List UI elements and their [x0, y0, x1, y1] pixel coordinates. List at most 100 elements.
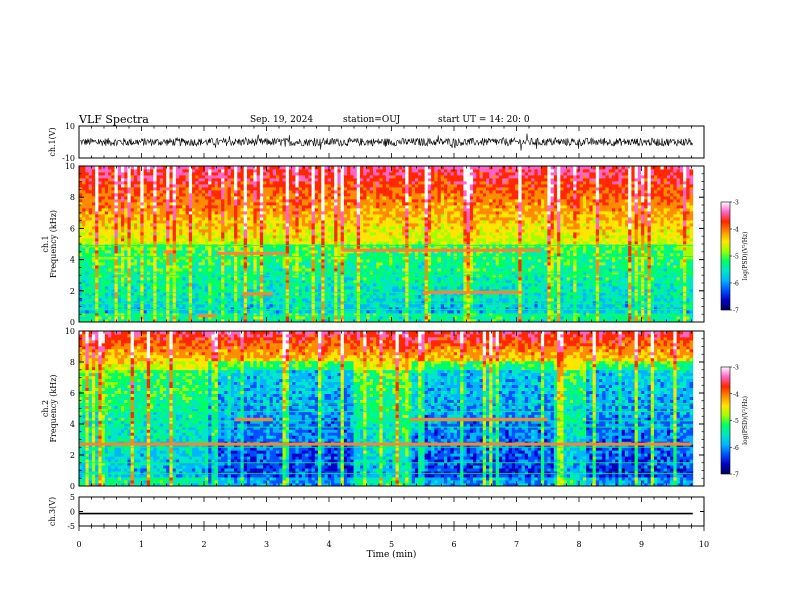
- ch1-spectrogram-cell: [328, 232, 332, 235]
- ch1-spectrogram-cell: [137, 304, 141, 307]
- ch1-spectrogram-cell: [379, 223, 383, 226]
- ch1-spectrogram-cell: [354, 184, 358, 187]
- ch1-spectrogram-cell: [344, 259, 348, 262]
- ch1-spectrogram-cell: [127, 187, 131, 190]
- ch1-spectrogram-cell: [121, 205, 125, 208]
- ch1-spectrogram-cell: [276, 184, 280, 187]
- ch1-spectrogram-cell: [98, 250, 102, 253]
- ch1-spectrogram-cell: [137, 196, 141, 199]
- ch1-spectrogram-cell: [166, 172, 170, 175]
- ch1-spectrogram-cell: [218, 286, 222, 289]
- ch1-spectrogram-cell: [127, 172, 131, 175]
- ch1-spectrogram-cell: [205, 172, 209, 175]
- ch1-spectrogram-cell: [299, 196, 303, 199]
- ch1-spectrogram-cell: [127, 286, 131, 289]
- ch1-spectrogram-cell: [328, 238, 332, 241]
- ch1-spectrogram-cell: [318, 286, 322, 289]
- ch1-spectrogram-cell: [124, 172, 128, 175]
- ch1-spectrogram-cell: [260, 286, 264, 289]
- ch1-spectrogram-cell: [218, 187, 222, 190]
- ch1-spectrogram-cell: [92, 187, 96, 190]
- ch1-spectrogram-cell: [318, 217, 322, 220]
- ch1-spectrogram-cell: [195, 301, 199, 304]
- ch1-spectrogram-cell: [166, 232, 170, 235]
- ch1-spectrogram-cell: [247, 277, 251, 280]
- ch1-spectrogram-cell: [182, 223, 186, 226]
- ch1-spectrogram-cell: [231, 187, 235, 190]
- ch1-spectrogram-cell: [373, 208, 377, 211]
- ch1-spectrogram-cell: [308, 211, 312, 214]
- ch1-spectrogram-cell: [105, 283, 109, 286]
- ch1-spectrogram-cell: [273, 211, 277, 214]
- ch1-spectrogram-cell: [334, 247, 338, 250]
- ch1-spectrogram-cell: [182, 271, 186, 274]
- ch1-spectrogram-cell: [276, 316, 280, 319]
- ch1-spectrogram-cell: [350, 283, 354, 286]
- ch1-spectrogram-cell: [218, 175, 222, 178]
- ch1-spectrogram-cell: [305, 262, 309, 265]
- ch1-spectrogram-cell: [244, 217, 248, 220]
- ch1-spectrogram-cell: [295, 178, 299, 181]
- ch1-spectrogram-cell: [82, 211, 86, 214]
- ch1-spectrogram-cell: [173, 187, 177, 190]
- ch1-spectrogram-cell: [105, 175, 109, 178]
- ch1-spectrogram-cell: [341, 199, 345, 202]
- ch1-spectrogram-cell: [134, 187, 138, 190]
- ch1-spectrogram-cell: [118, 283, 122, 286]
- ch1-spectrogram-cell: [195, 184, 199, 187]
- ch1-spectrogram-cell: [241, 193, 245, 196]
- ch1-spectrogram-cell: [354, 277, 358, 280]
- ch1-spectrogram-cell: [169, 193, 173, 196]
- ch1-spectrogram-cell: [260, 190, 264, 193]
- ch1-spectrogram-cell: [321, 301, 325, 304]
- ch1-spectrogram-cell: [328, 259, 332, 262]
- ch1-spectrogram-cell: [318, 304, 322, 307]
- ch1-spectrogram-cell: [292, 199, 296, 202]
- ch1-spectrogram-cell: [192, 265, 196, 268]
- ch1-spectrogram-cell: [370, 310, 374, 313]
- ch1-spectrogram-cell: [337, 238, 341, 241]
- ch1-spectrogram-cell: [82, 283, 86, 286]
- ch1-spectrogram-cell: [295, 286, 299, 289]
- ch1-spectrogram-cell: [102, 196, 106, 199]
- ch1-spectrogram-cell: [102, 190, 106, 193]
- ch1-spectrogram-cell: [95, 277, 99, 280]
- ch1-spectrogram-cell: [279, 268, 283, 271]
- ch1-spectrogram-cell: [147, 205, 151, 208]
- ch1-spectrogram-cell: [208, 262, 212, 265]
- ch1-spectrogram-cell: [373, 259, 377, 262]
- ch1-spectrogram-cell: [79, 232, 83, 235]
- ch1-spectrogram-cell: [344, 208, 348, 211]
- ch1-spectrogram-cell: [305, 301, 309, 304]
- ch1-spectrogram-cell: [276, 193, 280, 196]
- ch1-spectrogram-cell: [131, 220, 135, 223]
- ch1-spectrogram-cell: [373, 166, 377, 169]
- ch1-spectrogram-cell: [179, 196, 183, 199]
- ch1-spectrogram-cell: [169, 238, 173, 241]
- ch1-spectrogram-cell: [231, 181, 235, 184]
- ch1-spectrogram-cell: [221, 217, 225, 220]
- ch1-spectrogram-cell: [360, 301, 364, 304]
- ch1-spectrogram-cell: [312, 217, 316, 220]
- ch1-spectrogram-cell: [325, 175, 329, 178]
- ch1-spectrogram-cell: [286, 205, 290, 208]
- ch1-spectrogram-cell: [215, 211, 219, 214]
- ch1-spectrogram-cell: [157, 253, 161, 256]
- ch1-spectrogram-cell: [173, 259, 177, 262]
- ch1-spectrogram-cell: [337, 262, 341, 265]
- ch1-spectrogram-cell: [237, 184, 241, 187]
- ch1-spectrogram-cell: [253, 223, 257, 226]
- ch1-spectrogram-cell: [144, 169, 148, 172]
- ch1-spectrogram-cell: [111, 214, 115, 217]
- ch1-spectrogram-cell: [160, 301, 164, 304]
- ch1-spectrogram-cell: [176, 283, 180, 286]
- ch1-spectrogram-cell: [289, 253, 293, 256]
- ch1-spectrogram-cell: [92, 232, 96, 235]
- ch1-spectrogram-cell: [273, 220, 277, 223]
- ch1-spectrogram-cell: [331, 283, 335, 286]
- ch1-spectrogram-cell: [253, 175, 257, 178]
- ch1-spectrogram-cell: [266, 262, 270, 265]
- ch1-spectrogram-cell: [215, 271, 219, 274]
- ch1-spectrogram-cell: [208, 229, 212, 232]
- ch1-spectrogram-cell: [144, 202, 148, 205]
